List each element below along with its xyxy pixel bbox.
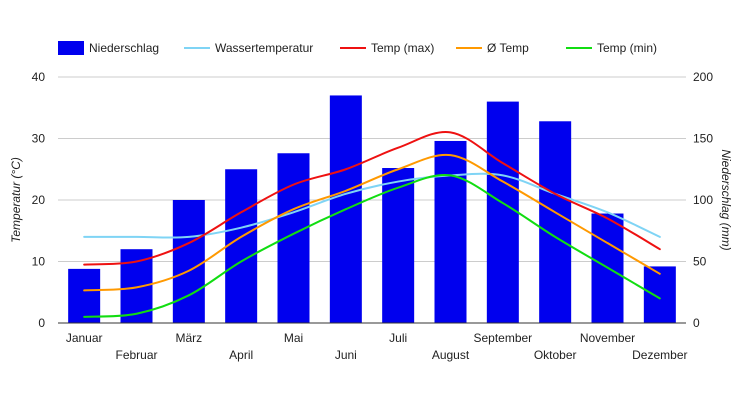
x-tick-label: Dezember: [632, 348, 687, 362]
legend-label: Wassertemperatur: [215, 41, 313, 55]
legend-label: Temp (max): [371, 41, 434, 55]
x-tick-label: Januar: [66, 331, 103, 345]
legend-swatch: [58, 41, 84, 55]
y-right-tick-label: 100: [693, 193, 713, 207]
precipitation-bar: [277, 153, 310, 323]
x-tick-label: November: [580, 331, 635, 345]
y-right-tick-label: 0: [693, 316, 700, 330]
x-tick-label: März: [175, 331, 202, 345]
line-temp-max: [83, 131, 661, 266]
precipitation-bar: [434, 140, 467, 323]
precipitation-bar: [225, 169, 258, 323]
y-left-tick-label: 20: [32, 193, 46, 207]
axis-layer: 0 0 10 50 20 100 30 150 40 200 Temperatur (°C) Nied…: [9, 70, 731, 362]
line-temp: [83, 153, 661, 292]
precipitation-bar: [68, 268, 101, 323]
x-tick-label: Februar: [115, 348, 157, 362]
y-right-axis-title: Niederschlag (mm): [719, 149, 731, 250]
x-tick-label: April: [229, 348, 253, 362]
x-tick-label: August: [432, 348, 470, 362]
y-left-axis-title: Temperatur (°C): [9, 157, 23, 243]
line-wassertemperatur: [83, 172, 661, 239]
line-layer: [83, 131, 661, 318]
precipitation-bar: [486, 101, 519, 323]
line-temp-min: [83, 173, 661, 318]
x-tick-label: Mai: [284, 331, 303, 345]
bar-layer: [68, 95, 676, 323]
precipitation-bar: [172, 200, 205, 323]
y-left-tick-label: 30: [32, 132, 46, 146]
legend: Niederschlag Wassertemperatur Temp (max) Ø …: [58, 41, 657, 55]
grid-layer: [58, 76, 686, 262]
x-tick-label: Juni: [335, 348, 357, 362]
legend-label: Temp (min): [597, 41, 657, 55]
y-right-tick-label: 200: [693, 70, 713, 84]
y-right-tick-label: 150: [693, 132, 713, 146]
x-tick-label: Juli: [389, 331, 407, 345]
precipitation-bar: [382, 168, 415, 323]
precipitation-bar: [539, 121, 572, 323]
x-tick-label: Oktober: [534, 348, 577, 362]
y-left-tick-label: 10: [32, 255, 46, 269]
y-left-tick-label: 0: [38, 316, 45, 330]
y-left-tick-label: 40: [32, 70, 46, 84]
legend-label: Niederschlag: [89, 41, 159, 55]
precipitation-bar: [643, 266, 676, 323]
x-tick-label: September: [473, 331, 532, 345]
y-right-tick-label: 50: [693, 255, 707, 269]
legend-label: Ø Temp: [487, 41, 529, 55]
